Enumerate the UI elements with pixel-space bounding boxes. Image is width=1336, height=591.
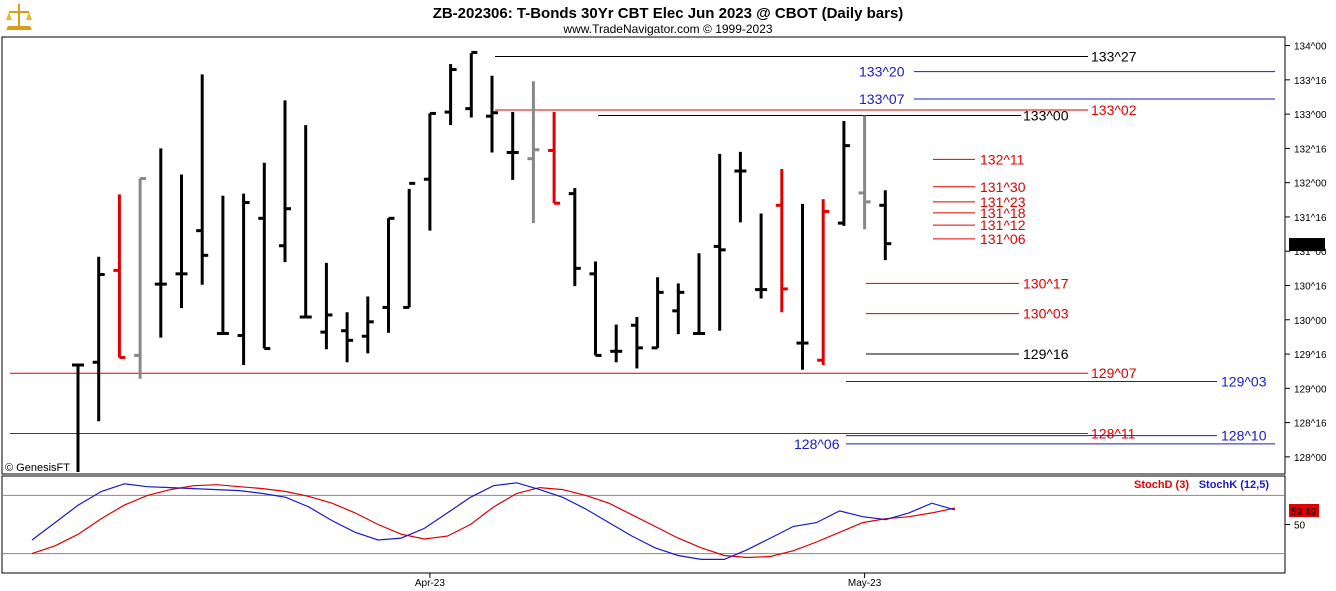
- copyright-label: © GenesisFT: [5, 462, 70, 474]
- price-bar-33: [755, 213, 768, 299]
- osc-series-line-1: [31, 482, 956, 561]
- price-bar-26: [610, 324, 623, 363]
- price-bar-21: [506, 112, 519, 180]
- oscillator-pane: [1, 475, 1286, 574]
- price-bar-0: [72, 363, 84, 472]
- legend-stochd: StochD (3): [1134, 479, 1189, 491]
- level-label-17: 128^10: [1221, 428, 1267, 444]
- price-bar-37: [837, 120, 850, 226]
- osc-last-label: 59.49: [1291, 507, 1316, 518]
- price-tick-label-4: 132^00: [1294, 179, 1327, 190]
- price-bar-23: [548, 112, 561, 205]
- level-label-15: 129^03: [1221, 373, 1267, 389]
- price-bar-11: [299, 125, 312, 319]
- price-tick-label-10: 129^00: [1294, 384, 1327, 395]
- price-bar-39: [879, 190, 892, 261]
- level-label-18: 128^06: [794, 436, 840, 452]
- price-bar-13: [341, 312, 354, 363]
- osc-last-box: [1289, 504, 1319, 517]
- osc-series-line-0: [31, 484, 956, 559]
- level-label-1: 133^20: [859, 64, 905, 80]
- price-bar-16: [403, 181, 416, 309]
- level-label-0: 133^27: [1091, 49, 1137, 65]
- level-label-10: 131^06: [980, 231, 1026, 247]
- x-tick-label-0: Apr-23: [415, 578, 445, 589]
- price-bar-5: [175, 174, 188, 309]
- price-tick-label-3: 132^16: [1294, 144, 1327, 155]
- price-bar-32: [734, 151, 747, 223]
- level-label-4: 133^00: [1023, 107, 1069, 123]
- level-label-5: 132^11: [980, 151, 1025, 167]
- price-bar-12: [320, 262, 333, 350]
- price-bar-9: [258, 162, 271, 351]
- price-bar-17: [423, 111, 436, 231]
- level-label-9: 131^12: [980, 217, 1026, 233]
- logo-icon: [4, 3, 34, 31]
- price-bar-1: [92, 256, 105, 422]
- price-bar-20: [486, 75, 498, 153]
- level-label-6: 131^30: [980, 179, 1026, 195]
- level-label-8: 131^18: [980, 205, 1026, 221]
- price-bar-4: [154, 148, 167, 338]
- price-bar-27: [630, 317, 643, 369]
- price-tick-label-9: 129^16: [1294, 350, 1327, 361]
- price-bar-29: [672, 283, 685, 335]
- price-bar-36: [817, 199, 830, 366]
- level-label-7: 131^23: [980, 194, 1026, 210]
- price-bar-24: [568, 188, 581, 287]
- price-bar-35: [796, 203, 809, 370]
- price-tick-label-2: 133^00: [1294, 110, 1327, 121]
- level-label-2: 133^07: [859, 91, 905, 107]
- price-bar-7: [216, 195, 229, 335]
- price-bar-25: [589, 261, 602, 357]
- price-bar-15: [382, 216, 395, 333]
- legend-stochk: StochK (12,5): [1199, 479, 1270, 491]
- price-bar-6: [196, 74, 209, 285]
- level-label-14: 129^07: [1091, 365, 1137, 381]
- level-label-11: 130^17: [1023, 275, 1069, 291]
- price-bar-38: [858, 115, 871, 230]
- price-bar-18: [444, 64, 457, 126]
- price-bar-30: [693, 253, 705, 335]
- price-tick-label-1: 133^16: [1294, 76, 1327, 87]
- osc-tick-label-0: 50: [1294, 521, 1306, 532]
- price-tick-label-7: 130^16: [1294, 281, 1327, 292]
- price-tick-label-8: 130^00: [1294, 316, 1327, 327]
- chart-subtitle: www.TradeNavigator.com © 1999-2023: [562, 22, 772, 36]
- level-label-13: 129^16: [1023, 346, 1069, 362]
- price-bar-14: [361, 296, 374, 354]
- last-price-box: [1289, 238, 1325, 252]
- price-tick-label-0: 134^00: [1294, 42, 1327, 53]
- price-bar-8: [237, 193, 250, 366]
- price-bar-10: [279, 100, 291, 263]
- price-tick-label-6: 131^00: [1294, 247, 1327, 258]
- price-bar-34: [775, 168, 788, 313]
- x-tick-label-1: May-23: [848, 578, 882, 589]
- level-label-12: 130^03: [1023, 306, 1069, 322]
- price-tick-label-12: 128^00: [1294, 453, 1327, 464]
- price-bar-31: [713, 153, 726, 331]
- price-pane: [1, 36, 1286, 475]
- price-bar-2: [113, 194, 126, 359]
- level-label-3: 133^02: [1091, 102, 1137, 118]
- price-bar-22: [527, 81, 540, 224]
- last-price-label: 131^03: [1291, 241, 1324, 252]
- price-bar-3: [134, 177, 147, 379]
- price-tick-label-11: 128^16: [1294, 419, 1327, 430]
- chart-title: ZB-202306: T-Bonds 30Yr CBT Elec Jun 202…: [433, 5, 904, 22]
- price-tick-label-5: 131^16: [1294, 213, 1327, 224]
- price-bar-19: [465, 50, 478, 118]
- price-bar-28: [651, 277, 664, 350]
- level-label-16: 128^11: [1091, 426, 1136, 442]
